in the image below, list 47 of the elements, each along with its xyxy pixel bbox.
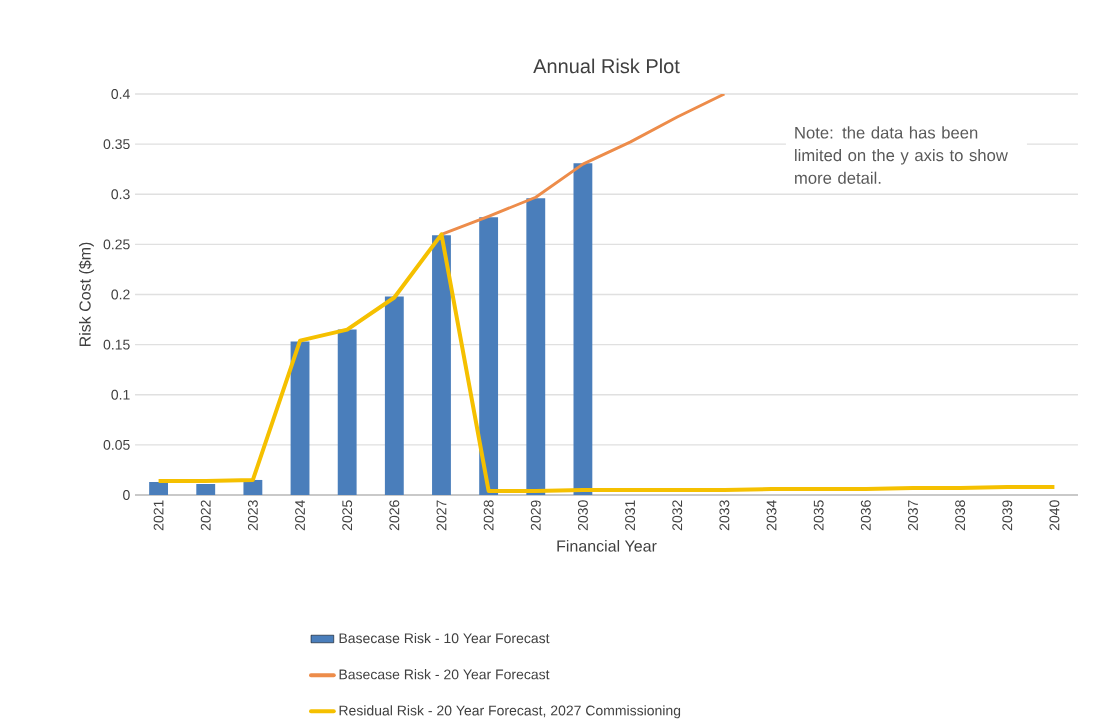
x-tick-label: 2029 [530,500,541,531]
y-axis-title: Risk Cost ($m) [78,242,94,347]
legend-label: Residual Risk - 20 Year Forecast, 2027 Commissioning [339,705,681,719]
x-tick-label: 2027 [436,500,447,531]
bar [432,235,451,495]
bar [573,163,593,495]
y-tick-label: 0.25 [103,239,130,250]
x-tick-label: 2031 [625,500,636,531]
bar [290,341,310,495]
bar [243,479,263,495]
bar [526,198,546,495]
x-tick-label: 2038 [955,500,966,531]
bar [196,483,216,495]
x-axis-title: Financial Year [557,540,657,552]
x-tick-label: 2039 [1002,500,1013,531]
x-tick-label: 2030 [577,500,588,531]
x-tick-label: 2022 [200,500,211,531]
x-tick-label: 2033 [719,500,730,531]
x-tick-label: 2028 [483,500,494,531]
y-tick-label: 0.05 [103,439,130,450]
y-tick-label: 0.4 [111,89,130,99]
x-tick-label: 2040 [1049,500,1060,531]
x-tick-label: 2026 [389,500,400,531]
y-tick-label: 0.15 [103,339,130,350]
x-tick-label: 2021 [153,500,164,531]
x-tick-label: 2023 [247,500,258,531]
legend-label: Basecase Risk - 20 Year Forecast [339,669,550,680]
x-tick-label: 2025 [342,500,353,531]
x-tick-label: 2034 [766,500,777,531]
x-tick-label: 2035 [813,500,824,531]
y-tick-label: 0 [123,490,130,500]
x-tick-label: 2037 [908,500,918,531]
y-tick-label: 0.3 [111,189,130,200]
bar [479,217,499,495]
annotation: Note: the data has been limited on the y axis to show more detail. [795,126,1008,184]
chart-title: Annual Risk Plot [533,58,680,74]
x-tick-label: 2036 [860,500,871,531]
bar [337,329,357,495]
legend-label: Basecase Risk - 10 Year Forecast [339,632,550,644]
bar [149,481,169,495]
bar [384,296,404,495]
x-tick-label: 2032 [672,500,683,531]
y-tick-label: 0.2 [111,289,130,300]
x-tick-label: 2024 [295,500,305,531]
y-tick-label: 0.35 [103,139,130,150]
y-tick-label: 0.1 [111,389,130,400]
line-series [440,94,726,236]
